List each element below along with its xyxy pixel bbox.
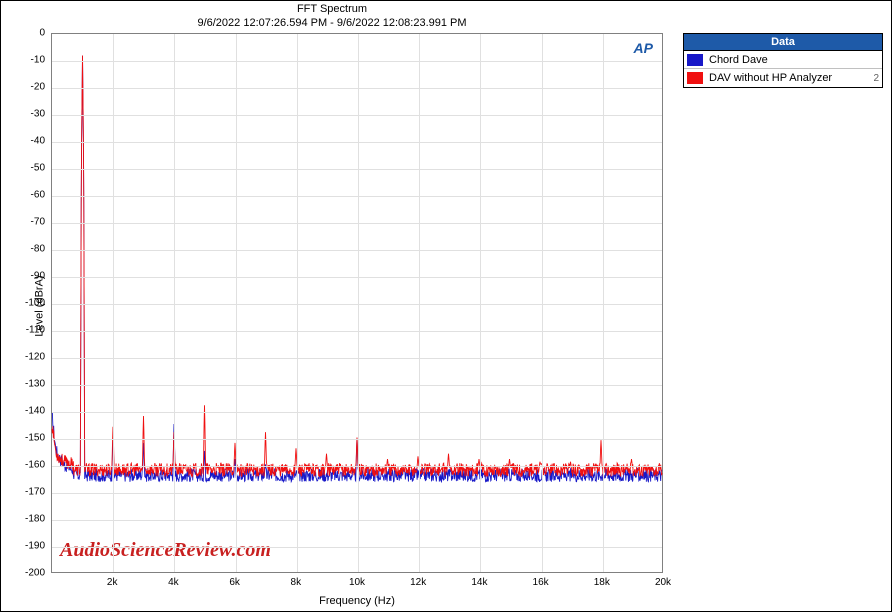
x-tick-label: 16k bbox=[533, 577, 549, 588]
x-tick-label: 6k bbox=[229, 577, 240, 588]
legend-swatch-red bbox=[687, 72, 703, 84]
x-tick-label: 14k bbox=[471, 577, 487, 588]
legend-swatch-blue bbox=[687, 54, 703, 66]
y-tick-label: -110 bbox=[26, 325, 45, 336]
x-tick-label: 8k bbox=[291, 577, 302, 588]
gridline-h bbox=[52, 169, 662, 170]
y-tick-label: -150 bbox=[25, 433, 45, 444]
chart-container: FFT Spectrum 9/6/2022 12:07:26.594 PM - … bbox=[0, 0, 892, 612]
gridline-h bbox=[52, 331, 662, 332]
y-tick-label: -30 bbox=[31, 109, 45, 120]
gridline-v bbox=[603, 34, 604, 572]
y-tick-label: -50 bbox=[31, 163, 45, 174]
gridline-v bbox=[297, 34, 298, 572]
gridline-h bbox=[52, 142, 662, 143]
legend-row-red: DAV without HP Analyzer 2 bbox=[684, 69, 882, 87]
x-tick-label: 20k bbox=[655, 577, 671, 588]
y-tick-label: -130 bbox=[25, 379, 45, 390]
gridline-h bbox=[52, 466, 662, 467]
gridline-h bbox=[52, 277, 662, 278]
gridline-h bbox=[52, 385, 662, 386]
gridline-h bbox=[52, 61, 662, 62]
legend-label-blue: Chord Dave bbox=[709, 54, 865, 66]
gridline-h bbox=[52, 520, 662, 521]
chart-title: FFT Spectrum bbox=[1, 3, 663, 15]
y-tick-label: -160 bbox=[25, 460, 45, 471]
gridline-h bbox=[52, 196, 662, 197]
y-tick-label: -190 bbox=[25, 541, 45, 552]
gridline-v bbox=[480, 34, 481, 572]
legend-num-red: 2 bbox=[865, 73, 879, 84]
gridline-h bbox=[52, 223, 662, 224]
y-tick-label: -60 bbox=[31, 190, 45, 201]
legend: Data Chord Dave DAV without HP Analyzer … bbox=[683, 33, 883, 88]
gridline-h bbox=[52, 547, 662, 548]
y-tick-label: -100 bbox=[25, 298, 45, 309]
gridline-h bbox=[52, 358, 662, 359]
plot-area: AP AudioScienceReview.com bbox=[51, 33, 663, 573]
y-tick-label: -180 bbox=[25, 514, 45, 525]
x-tick-label: 2k bbox=[107, 577, 118, 588]
y-tick-label: 0 bbox=[39, 28, 45, 39]
legend-row-blue: Chord Dave bbox=[684, 51, 882, 69]
y-tick-label: -200 bbox=[25, 568, 45, 579]
x-tick-label: 12k bbox=[410, 577, 426, 588]
x-tick-label: 10k bbox=[349, 577, 365, 588]
y-tick-label: -70 bbox=[31, 217, 45, 228]
gridline-v bbox=[358, 34, 359, 572]
y-tick-label: -90 bbox=[31, 271, 45, 282]
series-red bbox=[52, 56, 662, 477]
gridline-h bbox=[52, 115, 662, 116]
gridline-v bbox=[236, 34, 237, 572]
y-tick-label: -20 bbox=[31, 82, 45, 93]
y-tick-label: -120 bbox=[25, 352, 45, 363]
gridline-h bbox=[52, 250, 662, 251]
x-tick-label: 4k bbox=[168, 577, 179, 588]
gridline-h bbox=[52, 304, 662, 305]
y-tick-label: -170 bbox=[25, 487, 45, 498]
y-tick-label: -140 bbox=[25, 406, 45, 417]
y-tick-label: -40 bbox=[31, 136, 45, 147]
x-tick-label: 18k bbox=[594, 577, 610, 588]
y-tick-label: -10 bbox=[31, 55, 45, 66]
legend-header: Data bbox=[684, 34, 882, 51]
legend-label-red: DAV without HP Analyzer bbox=[709, 72, 865, 84]
x-axis-title: Frequency (Hz) bbox=[51, 595, 663, 607]
chart-subtitle: 9/6/2022 12:07:26.594 PM - 9/6/2022 12:0… bbox=[1, 17, 663, 29]
y-tick-label: -80 bbox=[31, 244, 45, 255]
gridline-h bbox=[52, 88, 662, 89]
watermark: AudioScienceReview.com bbox=[60, 539, 271, 562]
gridline-v bbox=[419, 34, 420, 572]
gridline-h bbox=[52, 493, 662, 494]
gridline-v bbox=[542, 34, 543, 572]
gridline-h bbox=[52, 412, 662, 413]
gridline-h bbox=[52, 439, 662, 440]
gridline-v bbox=[174, 34, 175, 572]
gridline-v bbox=[113, 34, 114, 572]
